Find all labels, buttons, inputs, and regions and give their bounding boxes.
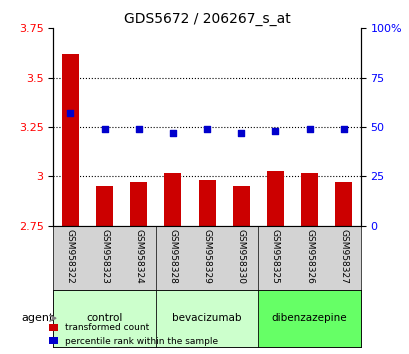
Text: GSM958324: GSM958324	[134, 229, 143, 284]
FancyBboxPatch shape	[258, 290, 360, 347]
Text: agent: agent	[21, 313, 53, 323]
Text: GSM958326: GSM958326	[304, 229, 313, 284]
Legend: transformed count, percentile rank within the sample: transformed count, percentile rank withi…	[45, 320, 222, 349]
Point	[135, 126, 142, 132]
Text: GSM958328: GSM958328	[168, 229, 177, 284]
Point	[306, 126, 312, 132]
Text: dibenzazepine: dibenzazepine	[271, 313, 346, 323]
Point	[203, 126, 210, 132]
FancyBboxPatch shape	[155, 290, 258, 347]
Point	[169, 130, 176, 136]
Text: GSM958323: GSM958323	[100, 229, 109, 284]
Point	[272, 128, 278, 134]
FancyBboxPatch shape	[53, 290, 155, 347]
Point	[339, 126, 346, 132]
Title: GDS5672 / 206267_s_at: GDS5672 / 206267_s_at	[124, 12, 290, 26]
Bar	[266, 171, 283, 226]
Bar	[130, 182, 147, 226]
Text: GSM958327: GSM958327	[338, 229, 347, 284]
Text: GSM958329: GSM958329	[202, 229, 211, 284]
Point	[67, 110, 74, 116]
Text: bevacizumab: bevacizumab	[172, 313, 241, 323]
Bar	[334, 182, 351, 226]
Point	[101, 126, 108, 132]
Text: control: control	[86, 313, 122, 323]
Text: GSM958330: GSM958330	[236, 229, 245, 284]
Text: GSM958325: GSM958325	[270, 229, 279, 284]
Text: GSM958322: GSM958322	[66, 229, 75, 284]
Bar	[232, 186, 249, 226]
Bar	[198, 181, 215, 226]
Bar	[300, 172, 317, 226]
Point	[237, 130, 244, 136]
Bar	[96, 186, 113, 226]
Bar	[62, 54, 79, 226]
Bar	[164, 172, 181, 226]
